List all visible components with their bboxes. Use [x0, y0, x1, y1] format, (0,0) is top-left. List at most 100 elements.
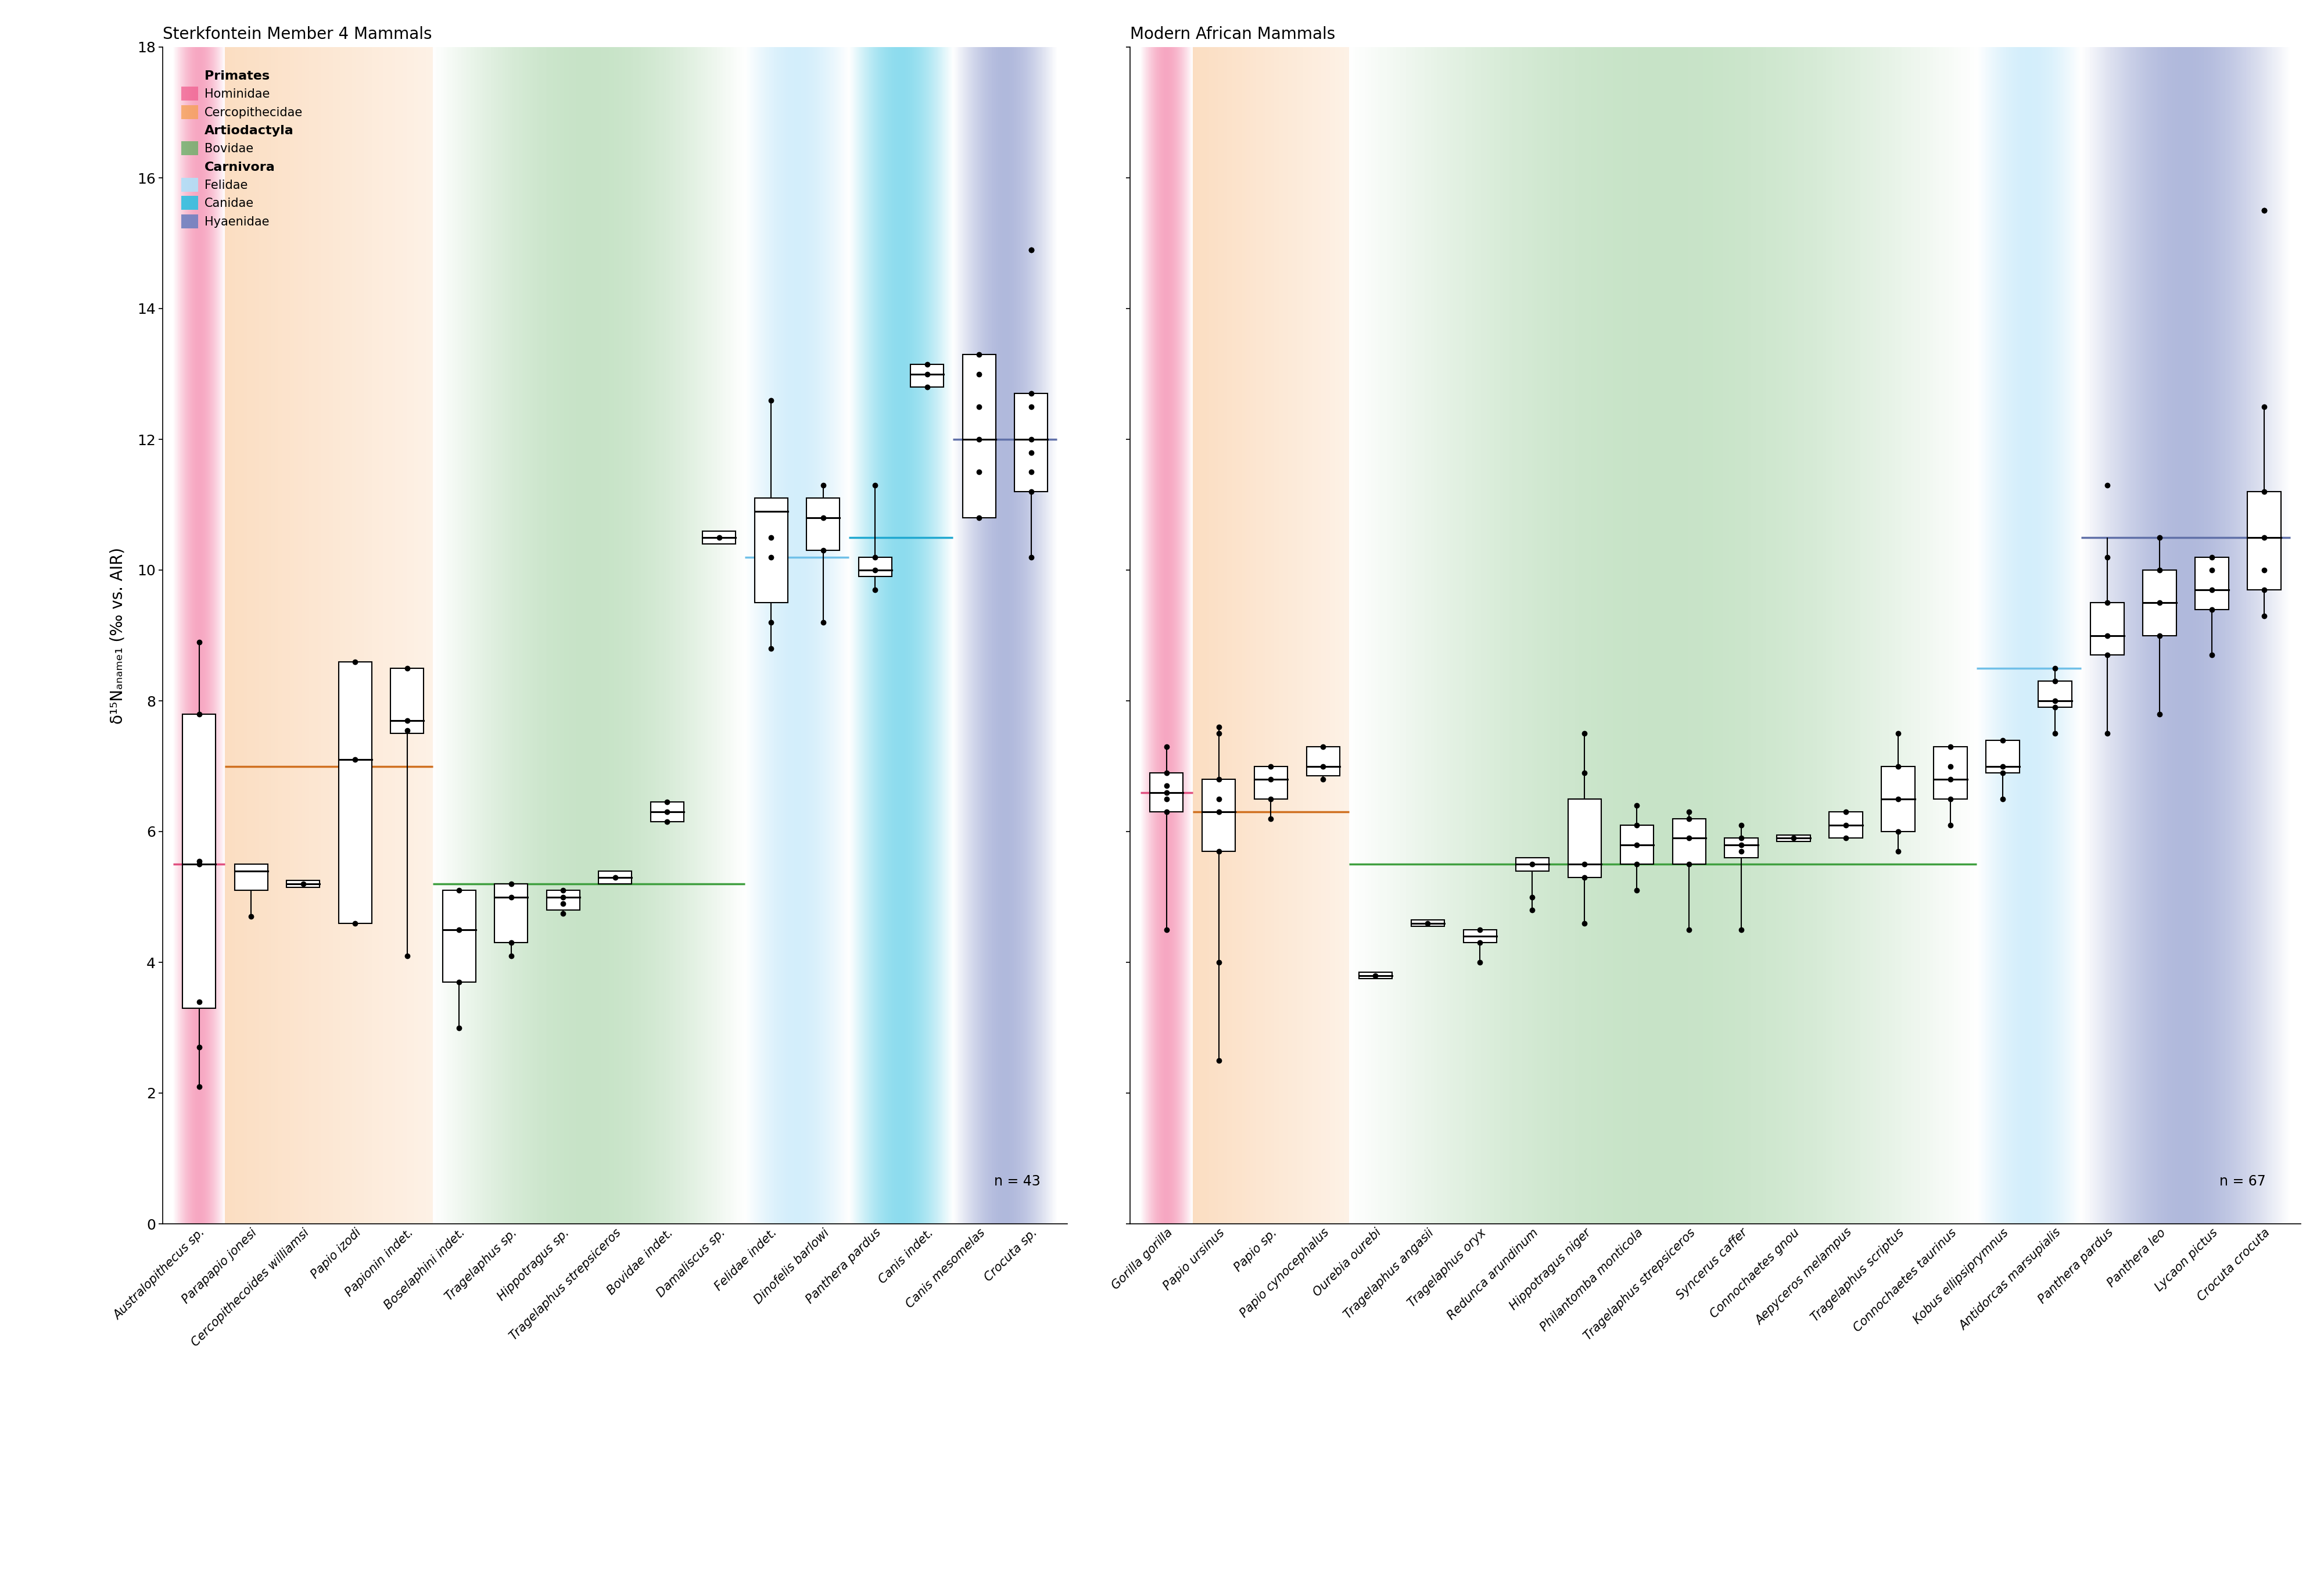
Bar [1915, 47, 1917, 1224]
Bar [1738, 47, 1741, 1224]
Bar [1360, 973, 1392, 979]
Bar [546, 891, 579, 910]
Bar [1413, 47, 1415, 1224]
Bar [1803, 47, 1808, 1224]
Bar [1353, 47, 1355, 1224]
Bar [1459, 47, 1462, 1224]
Bar [1829, 47, 1831, 1224]
Bar [1827, 47, 1829, 1224]
Bar [1408, 47, 1413, 1224]
Bar [1497, 47, 1499, 1224]
Bar [1736, 47, 1738, 1224]
Bar [1469, 47, 1471, 1224]
Bar [1934, 47, 1936, 1224]
Bar [1594, 47, 1597, 1224]
Bar [1929, 47, 1934, 1224]
Bar [1766, 47, 1769, 1224]
Bar [1894, 47, 1899, 1224]
Bar [1425, 47, 1427, 1224]
Bar [1938, 47, 1943, 1224]
Bar [1780, 47, 1783, 1224]
Bar [1450, 47, 1452, 1224]
Bar [1873, 47, 1875, 1224]
Bar [1543, 47, 1548, 1224]
Bar [1513, 47, 1515, 1224]
Bar [1934, 747, 1966, 799]
Bar [1480, 47, 1485, 1224]
Bar [1697, 47, 1701, 1224]
Bar [286, 880, 321, 886]
Bar [600, 871, 632, 883]
Bar [1466, 47, 1469, 1224]
Bar [1578, 47, 1580, 1224]
Bar [1724, 838, 1759, 858]
Bar [1745, 47, 1748, 1224]
Bar [1576, 47, 1578, 1224]
Bar [1731, 47, 1736, 1224]
Bar [1571, 47, 1576, 1224]
Bar [1404, 47, 1406, 1224]
Text: n = 43: n = 43 [995, 1175, 1041, 1189]
Bar [1864, 47, 1866, 1224]
Bar [2196, 557, 2229, 609]
Bar [1720, 47, 1722, 1224]
Bar [1383, 47, 1387, 1224]
Bar [1415, 47, 1418, 1224]
Bar [1748, 47, 1750, 1224]
Bar [1908, 47, 1910, 1224]
Bar [1778, 835, 1810, 841]
Bar [1678, 47, 1683, 1224]
Bar [1882, 766, 1915, 832]
Bar [1848, 47, 1852, 1224]
Bar [1952, 47, 1954, 1224]
Bar [1562, 47, 1566, 1224]
Bar [1838, 47, 1843, 1224]
Bar [1534, 47, 1538, 1224]
Bar [1306, 747, 1341, 777]
Bar [1966, 47, 1971, 1224]
Bar [235, 865, 267, 891]
Bar [1490, 47, 1494, 1224]
Bar [1899, 47, 1901, 1224]
Bar [1871, 47, 1873, 1224]
Bar [1592, 47, 1594, 1224]
Text: Sterkfontein Member 4 Mammals: Sterkfontein Member 4 Mammals [163, 27, 432, 42]
Bar [1801, 47, 1803, 1224]
Bar [1613, 47, 1615, 1224]
Bar [1360, 47, 1362, 1224]
Bar [1701, 47, 1703, 1224]
Bar [1585, 47, 1587, 1224]
Bar [1669, 47, 1673, 1224]
Bar [1411, 919, 1446, 926]
Bar [1580, 47, 1585, 1224]
Bar [1927, 47, 1929, 1224]
Bar [1757, 47, 1759, 1224]
Bar [1150, 774, 1183, 813]
Bar [1727, 47, 1729, 1224]
Bar [1687, 47, 1692, 1224]
Bar [1676, 47, 1678, 1224]
Bar [1785, 47, 1789, 1224]
Bar [2143, 570, 2175, 635]
Bar [1910, 47, 1915, 1224]
Bar [1255, 766, 1287, 799]
Bar [1550, 47, 1552, 1224]
Bar [1587, 47, 1592, 1224]
Bar [1485, 47, 1487, 1224]
Bar [1541, 47, 1543, 1224]
Bar [1452, 47, 1457, 1224]
Bar [1515, 47, 1518, 1224]
Bar [1885, 47, 1889, 1224]
Bar [1631, 47, 1634, 1224]
Bar [1659, 47, 1664, 1224]
Bar [1829, 813, 1864, 838]
Bar [1622, 47, 1624, 1224]
Bar [1387, 47, 1390, 1224]
Bar [1685, 47, 1687, 1224]
Bar [1889, 47, 1892, 1224]
Bar [339, 662, 372, 923]
Bar [2092, 602, 2124, 656]
Bar [1436, 47, 1441, 1224]
Bar [1750, 47, 1755, 1224]
Bar [755, 499, 788, 602]
